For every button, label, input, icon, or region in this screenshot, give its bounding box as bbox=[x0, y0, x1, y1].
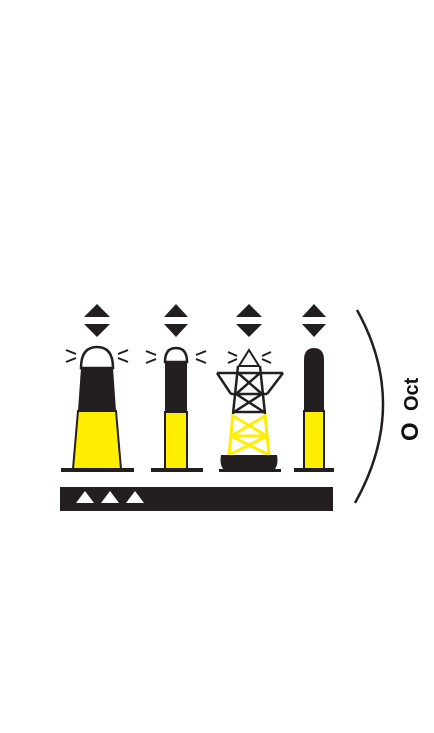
triangle-markers bbox=[76, 491, 144, 503]
spar-buoy bbox=[294, 304, 334, 472]
bracket-arc bbox=[353, 309, 385, 504]
diamond-topmark-icon bbox=[236, 304, 262, 337]
light-character-main: O bbox=[397, 422, 424, 441]
diamond-topmark-icon bbox=[84, 304, 110, 337]
diamond-topmark-icon bbox=[164, 304, 188, 337]
base-bar bbox=[60, 487, 333, 511]
triangle-marker-icon bbox=[126, 491, 144, 503]
pillar-beacon bbox=[145, 304, 207, 472]
light-rays-icon bbox=[145, 350, 207, 364]
light-rays-icon bbox=[227, 351, 272, 364]
diamond-topmark-icon bbox=[302, 304, 326, 337]
tower-beacon bbox=[61, 304, 134, 472]
triangle-marker-icon bbox=[76, 491, 94, 503]
light-rays-icon bbox=[65, 349, 129, 363]
light-character-label: O Oct bbox=[397, 377, 424, 441]
light-character-sub: Oct bbox=[401, 377, 423, 411]
triangle-marker-icon bbox=[101, 491, 119, 503]
lattice-buoy bbox=[215, 304, 284, 472]
